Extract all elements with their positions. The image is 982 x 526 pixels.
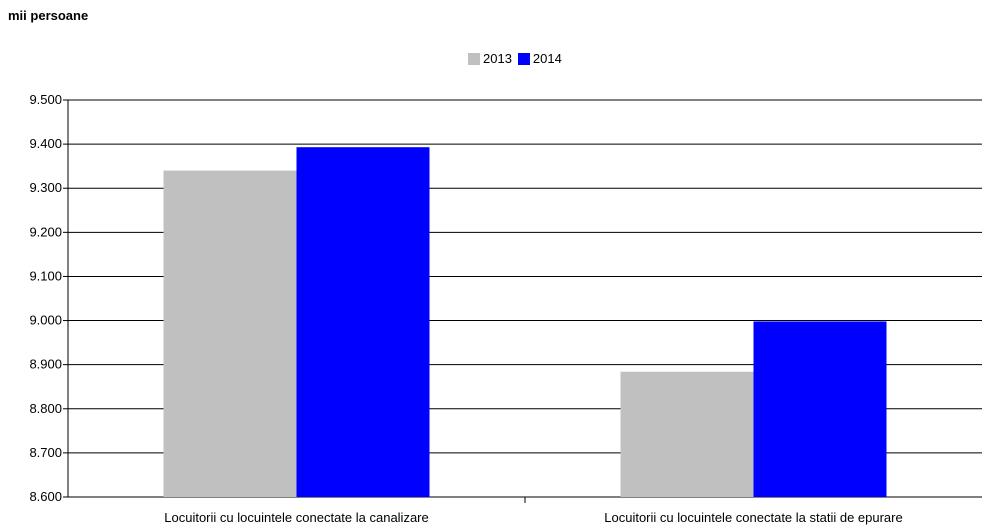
y-tick-label: 8.900 [29, 357, 62, 372]
bar-2013-cat2 [620, 371, 754, 497]
category-label: Locuitorii cu locuintele conectate la ca… [164, 510, 429, 525]
y-tick-label: 8.600 [29, 489, 62, 504]
legend-label-2014: 2014 [532, 51, 562, 66]
y-tick-label: 8.800 [29, 401, 62, 416]
bar-2014-cat1 [296, 147, 430, 497]
category-label: Locuitorii cu locuintele conectate la st… [604, 510, 902, 525]
y-unit-label: mii persoane [8, 8, 89, 23]
y-tick-label: 9.400 [29, 136, 62, 151]
legend: 2013 2014 [468, 51, 562, 66]
y-tick-label: 9.300 [29, 180, 62, 195]
legend-item-2013: 2013 [468, 51, 512, 66]
legend-swatch-2014 [517, 52, 530, 65]
bar-2014-cat2 [753, 321, 887, 497]
legend-swatch-2013 [468, 52, 480, 65]
y-tick-label: 9.500 [29, 92, 62, 107]
legend-item-2014: 2014 [517, 51, 562, 66]
y-tick-label: 9.000 [29, 313, 62, 328]
y-tick-label: 9.200 [29, 224, 62, 239]
y-tick-label: 8.700 [29, 445, 62, 460]
y-tick-label: 9.100 [29, 268, 62, 283]
legend-label-2013: 2013 [483, 51, 512, 66]
bar-2013-cat1 [163, 170, 297, 498]
